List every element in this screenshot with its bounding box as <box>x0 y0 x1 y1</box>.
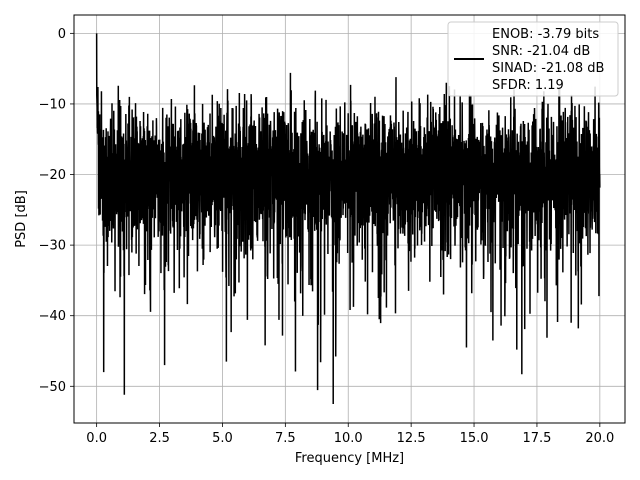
psd-series-line <box>95 33 601 404</box>
x-tick-label: 2.5 <box>149 431 170 446</box>
x-tick-label: 12.5 <box>397 431 426 446</box>
x-tick-label: 10.0 <box>334 431 363 446</box>
x-tick-label: 15.0 <box>460 431 489 446</box>
x-tick-label: 5.0 <box>212 431 233 446</box>
axes-frame <box>73 14 626 424</box>
y-tick-label: −50 <box>39 380 66 395</box>
axis-ticks: 0.0 2.5 5.0 7.5 10.0 12.5 15.0 17.5 20.0 0 −10 −20 −… <box>39 27 615 446</box>
legend-box <box>447 21 619 97</box>
psd-trace <box>95 33 601 404</box>
x-axis-label: Frequency [MHz] <box>295 451 404 466</box>
legend-sinad: SINAD: -21.08 dB <box>492 61 604 76</box>
x-tick-label: 7.5 <box>275 431 296 446</box>
y-tick-label: −10 <box>39 97 66 112</box>
legend-snr: SNR: -21.04 dB <box>492 44 590 59</box>
x-tick-label: 0.0 <box>86 431 107 446</box>
y-tick-label: −30 <box>39 239 66 254</box>
legend-enob: ENOB: -3.79 bits <box>492 27 599 42</box>
y-tick-label: 0 <box>58 27 66 42</box>
y-axis-label: PSD [dB] <box>14 190 29 248</box>
legend: ENOB: -3.79 bits SNR: -21.04 dB SINAD: -… <box>447 21 619 97</box>
legend-sfdr: SFDR: 1.19 <box>492 78 564 93</box>
y-tick-label: −20 <box>39 168 66 183</box>
x-tick-label: 20.0 <box>585 431 614 446</box>
x-tick-label: 17.5 <box>522 431 551 446</box>
y-tick-label: −40 <box>39 309 66 324</box>
